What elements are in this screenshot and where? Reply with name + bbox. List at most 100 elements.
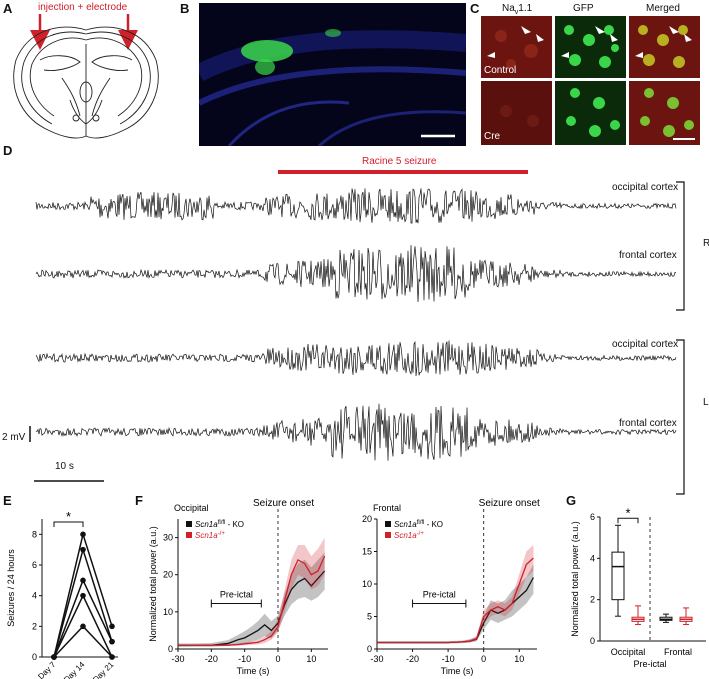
- e-point: [109, 638, 115, 645]
- g-group-label: Occipital: [611, 647, 646, 657]
- panel-label-e: E: [3, 493, 12, 508]
- header-gfp: GFP: [573, 3, 594, 14]
- g-box: [611, 551, 625, 601]
- f-sem-band: [178, 552, 325, 648]
- e-point: [109, 623, 115, 630]
- f-series-line: [377, 557, 534, 644]
- f-xtick: -10: [238, 654, 251, 664]
- e-point: [80, 623, 86, 630]
- f-legend-swatch: [186, 532, 192, 538]
- f-xtick: -10: [442, 654, 455, 664]
- f-ytick: 0: [367, 644, 372, 654]
- f-xtick: 10: [306, 654, 316, 664]
- f-preictal-label: Pre-ictal: [220, 590, 253, 600]
- f-legend-het: Scn1a-/+: [394, 531, 424, 540]
- e-significance: *: [66, 509, 71, 524]
- trace-label-1: occipital cortex: [612, 182, 679, 193]
- f-onset-label: Seizure onset: [479, 498, 540, 509]
- e-point: [80, 577, 86, 584]
- chart-e: 0 2 4 6 8 Day 7 Day 14 Day 21 Seizures / 24 hour…: [6, 509, 118, 679]
- brain-section-diagram: [13, 14, 159, 139]
- panel-label-f: F: [135, 493, 143, 508]
- f-legend-het: Scn1a-/+: [195, 531, 225, 540]
- e-ylabel: Seizures / 24 hours: [6, 549, 16, 627]
- f-ytick: 10: [163, 607, 173, 617]
- f-xtick: 0: [275, 654, 280, 664]
- eeg-trace-4: [35, 403, 677, 461]
- e-ytick: 4: [32, 591, 37, 601]
- g-group-label: Frontal: [664, 647, 692, 657]
- f-title: Occipital: [174, 503, 209, 513]
- f-ytick: 20: [163, 570, 173, 580]
- f-onset-label: Seizure onset: [253, 498, 314, 509]
- e-xtick: Day 7: [36, 660, 58, 679]
- f-xtick: -30: [370, 654, 383, 664]
- chart-g: 0 2 4 6 Normalized total power (a.u.) Occipit…: [570, 505, 706, 669]
- panel-label-c: C: [470, 1, 480, 16]
- eeg-trace-1: [35, 188, 677, 224]
- scale-label-time: 10 s: [55, 461, 74, 472]
- f-legend-swatch: [385, 521, 391, 527]
- f-ytick: 15: [362, 547, 372, 557]
- panel-label-a: A: [3, 1, 13, 16]
- header-nav11: Nav1.1: [502, 3, 533, 16]
- trace-label-3: occipital cortex: [612, 339, 679, 350]
- e-ytick: 2: [32, 621, 37, 631]
- e-point: [80, 546, 86, 553]
- f-preictal-bracket: [210, 599, 262, 608]
- e-series-line: [53, 546, 113, 658]
- trace-label-4: frontal cortex: [619, 418, 677, 429]
- g-ytick: 2: [590, 595, 595, 605]
- bracket-l: [676, 339, 685, 495]
- f-legend-ko: Scn1afl/fl - KO: [195, 520, 244, 529]
- f-xtick: -20: [205, 654, 218, 664]
- trace-label-2: frontal cortex: [619, 250, 677, 261]
- control-merged-image: [629, 16, 700, 78]
- f-title: Frontal: [373, 503, 401, 513]
- f-preictal-label: Pre-ictal: [423, 590, 456, 600]
- g-significance: *: [625, 505, 630, 520]
- f-ytick: 20: [362, 514, 372, 524]
- e-point: [80, 592, 86, 599]
- hemisphere-label-l: L: [703, 397, 709, 408]
- injection-annotation: injection + electrode: [38, 2, 128, 13]
- e-point: [51, 654, 57, 660]
- f-preictal-bracket: [412, 599, 467, 608]
- f-legend-ko: Scn1afl/fl - KO: [394, 520, 443, 529]
- g-ytick: 0: [590, 636, 595, 646]
- cre-merged-image: [629, 81, 700, 145]
- f-series-line: [178, 570, 326, 646]
- e-xtick: Day 21: [91, 660, 116, 679]
- e-ytick: 0: [32, 652, 37, 662]
- seizure-label: Racine 5 seizure: [362, 156, 437, 167]
- eeg-trace-3: [35, 340, 677, 377]
- f-xtick: 0: [481, 654, 486, 664]
- f-ytick: 10: [362, 579, 372, 589]
- f-legend-swatch: [385, 532, 391, 538]
- f-legend-swatch: [186, 521, 192, 527]
- f-xtick: -20: [406, 654, 419, 664]
- header-merged: Merged: [646, 3, 680, 14]
- e-point: [80, 531, 86, 538]
- f-ytick: 30: [163, 533, 173, 543]
- f-xlabel: Time (s): [237, 666, 270, 676]
- e-xtick: Day 14: [62, 660, 87, 679]
- eeg-traces: [29, 170, 685, 495]
- f-xtick: 10: [514, 654, 524, 664]
- bracket-r: [676, 181, 685, 311]
- control-gfp-image: [555, 16, 626, 78]
- e-ytick: 6: [32, 560, 37, 570]
- f-xtick: -30: [171, 654, 184, 664]
- e-ytick: 8: [32, 529, 37, 539]
- f-ytick: 5: [367, 612, 372, 622]
- g-ytick: 4: [590, 553, 595, 563]
- panel-label-g: G: [566, 493, 577, 508]
- g-xlabel: Pre-ictal: [633, 659, 666, 669]
- control-nav11-image: Control: [481, 16, 552, 78]
- f-sem-band: [377, 564, 534, 644]
- e-point: [109, 654, 115, 660]
- scale-label-voltage: 2 mV: [2, 432, 26, 443]
- eeg-trace-2: [35, 245, 677, 303]
- hemisphere-label-r: R: [703, 238, 709, 249]
- cre-nav11-image: Cre: [481, 81, 552, 145]
